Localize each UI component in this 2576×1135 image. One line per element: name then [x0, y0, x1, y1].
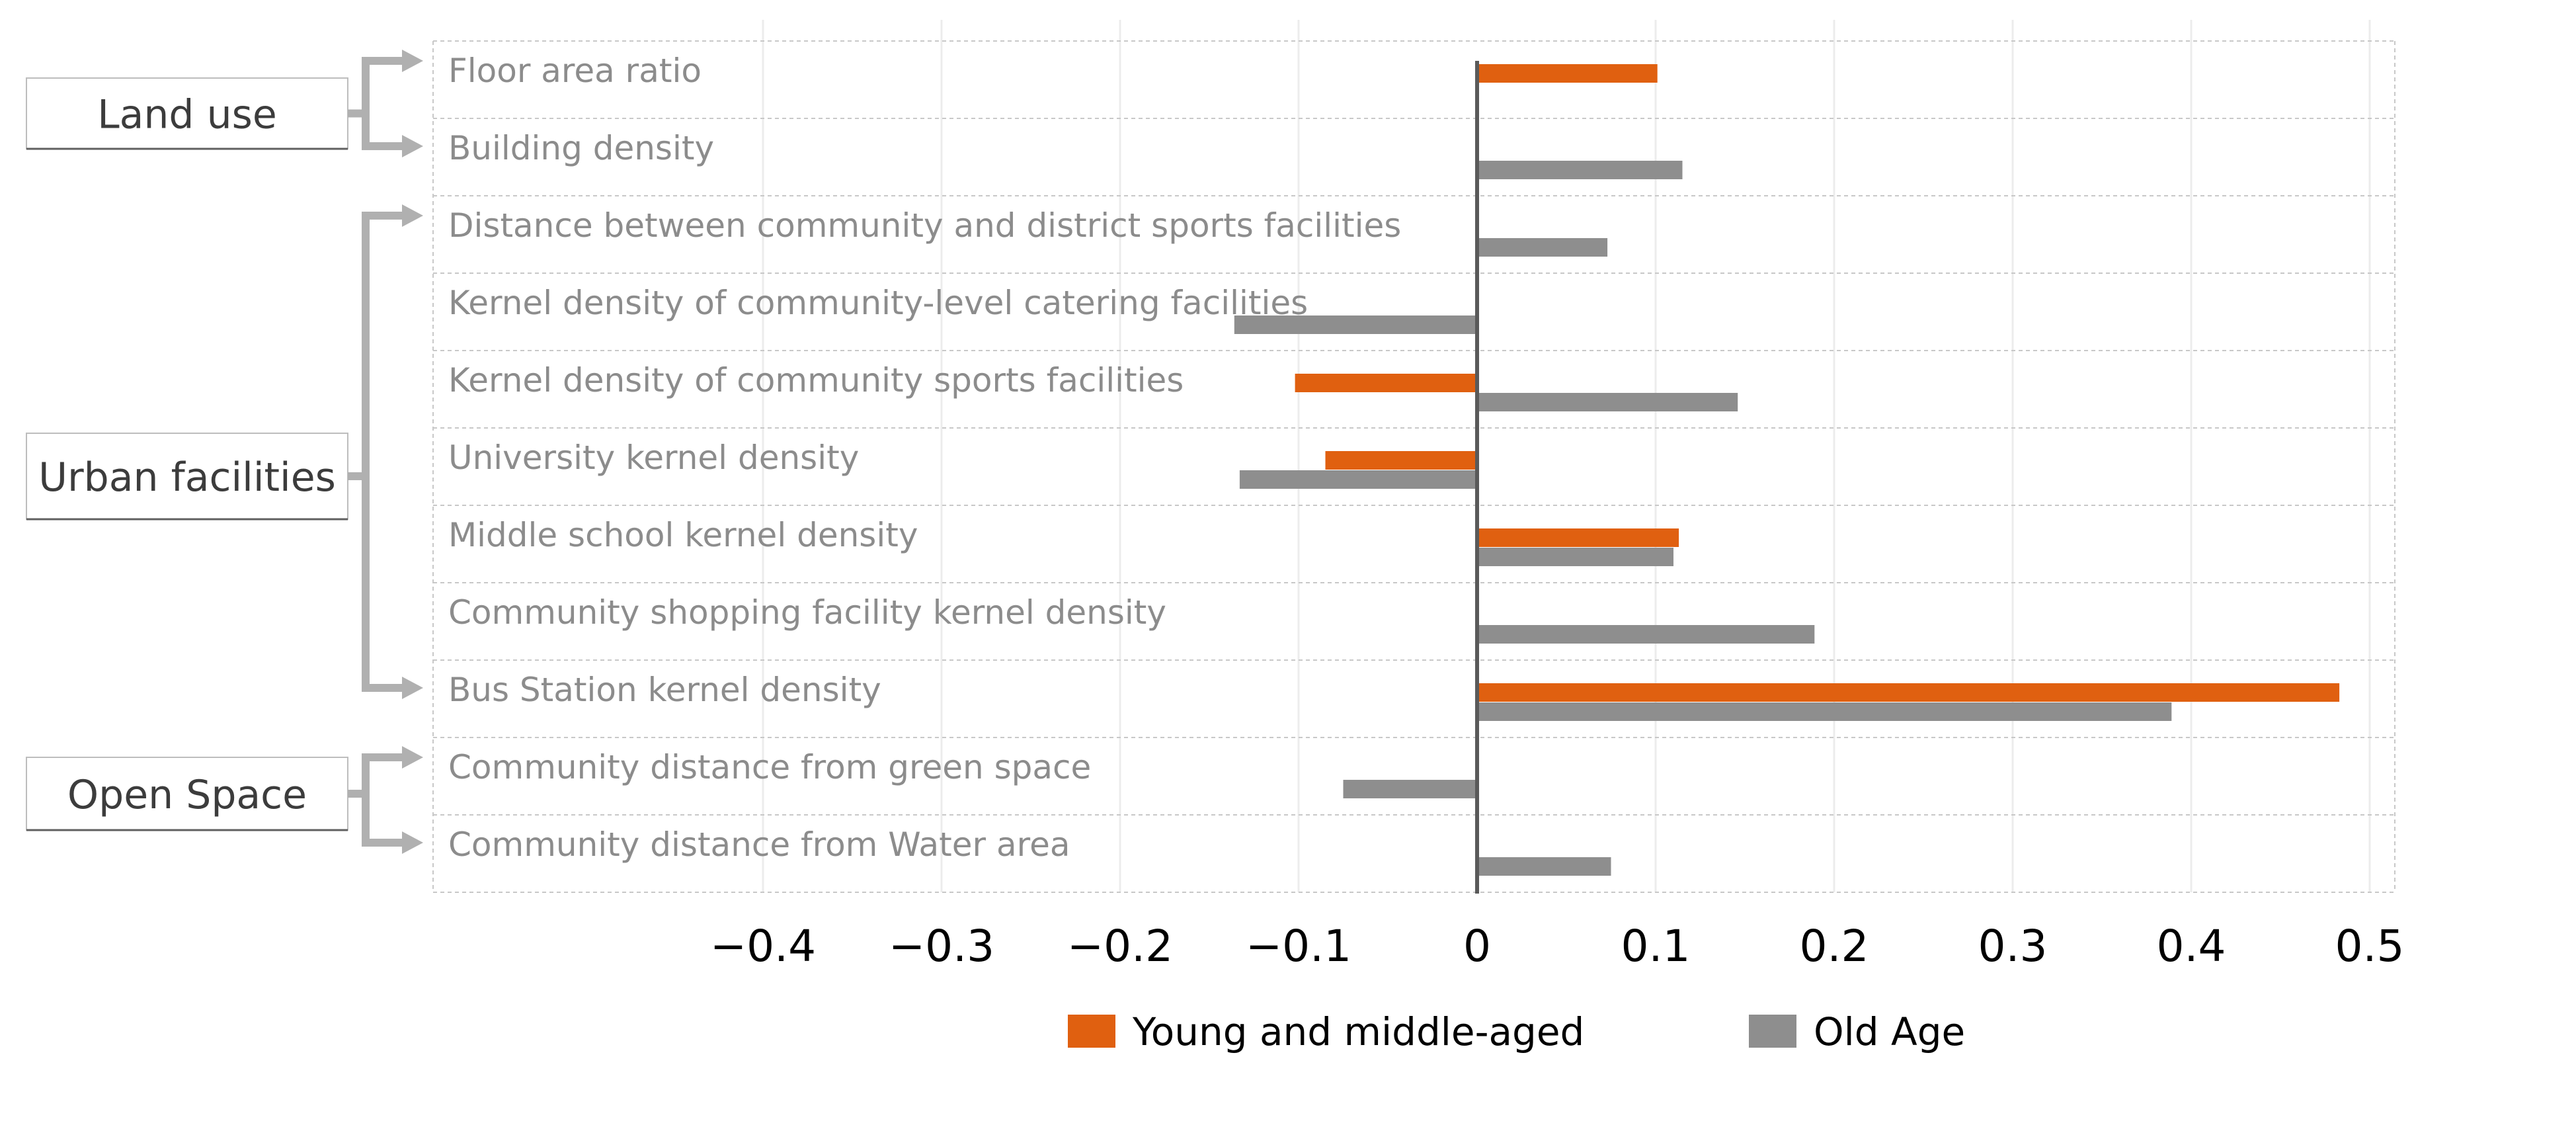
bar-young-and-middle-aged-university-kernel-density — [1325, 451, 1477, 470]
category-label-community-distance-from-green-space: Community distance from green space — [448, 748, 1091, 786]
bar-old-age-building-density — [1477, 161, 1683, 179]
x-tick-label-1: −0.3 — [889, 921, 994, 972]
category-label-middle-school-kernel-density: Middle school kernel density — [448, 516, 918, 554]
category-label-building-density: Building density — [448, 129, 714, 167]
bracket-arrow-icon-open-space-0 — [402, 746, 423, 769]
category-label-distance-between-community-and-district-sports-facilities: Distance between community and district … — [448, 206, 1401, 245]
category-label-community-shopping-facility-kernel-density: Community shopping facility kernel densi… — [448, 593, 1166, 632]
group-label-open-space: Open Space — [67, 772, 307, 818]
x-tick-label-4: 0 — [1463, 921, 1491, 972]
x-tick-label-5: 0.1 — [1621, 921, 1691, 972]
group-label-land-use: Land use — [97, 92, 277, 138]
bar-young-and-middle-aged-bus-station-kernel-density — [1477, 683, 2340, 702]
bracket-arrow-icon-urban-facilities-0 — [402, 204, 423, 227]
bars — [1234, 64, 2340, 876]
bar-old-age-community-distance-from-green-space — [1343, 780, 1477, 798]
bar-old-age-community-distance-from-water-area — [1477, 857, 1611, 876]
x-tick-label-0: −0.4 — [710, 921, 816, 972]
group-box-land-use — [26, 77, 348, 149]
bracket-arrow-icon-land-use-1 — [402, 135, 423, 157]
legend-label-young-and-middle-aged: Young and middle-aged — [1132, 1009, 1584, 1054]
category-label-university-kernel-density: University kernel density — [448, 439, 859, 477]
group-annotations: Land use Urban facilities Open Space — [26, 50, 423, 854]
bar-old-age-bus-station-kernel-density — [1477, 702, 2172, 721]
bar-young-and-middle-aged-kernel-density-of-community-sports-facilities — [1295, 374, 1477, 392]
bar-old-age-community-shopping-facility-kernel-density — [1477, 625, 1815, 644]
group-label-urban-facilities: Urban facilities — [38, 454, 336, 501]
bar-old-age-kernel-density-of-community-sports-facilities — [1477, 393, 1738, 411]
bar-old-age-university-kernel-density — [1239, 470, 1477, 489]
x-tick-label-6: 0.2 — [1800, 921, 1869, 972]
x-tick-label-7: 0.3 — [1978, 921, 2048, 972]
x-tick-label-8: 0.4 — [2157, 921, 2226, 972]
group-box-urban-facilities — [26, 433, 348, 520]
x-tick-label-9: 0.5 — [2335, 921, 2405, 972]
legend-swatch-old-age — [1749, 1015, 1796, 1048]
legend-label-old-age: Old Age — [1814, 1009, 1965, 1054]
legend: Young and middle-aged Old Age — [1068, 1009, 1965, 1054]
bracket-arrow-icon-urban-facilities-1 — [402, 677, 423, 699]
legend-swatch-young-and-middle-aged — [1068, 1015, 1115, 1048]
category-label-kernel-density-of-community-level-catering-facilities: Kernel density of community-level cateri… — [448, 284, 1308, 322]
category-label-community-distance-from-water-area: Community distance from Water area — [448, 825, 1070, 864]
category-bands — [432, 40, 2395, 893]
category-label-bus-station-kernel-density: Bus Station kernel density — [448, 671, 881, 709]
category-label-floor-area-ratio: Floor area ratio — [448, 52, 702, 90]
x-tick-label-2: −0.2 — [1067, 921, 1173, 972]
category-labels: Floor area ratio Building density Distance… — [448, 52, 1401, 864]
bracket-arrow-icon-open-space-1 — [402, 831, 423, 854]
bar-old-age-distance-between-community-and-district-sports-facilities — [1477, 238, 1608, 257]
bar-young-and-middle-aged-middle-school-kernel-density — [1477, 528, 1679, 547]
category-label-kernel-density-of-community-sports-facilities: Kernel density of community sports facil… — [448, 361, 1184, 399]
bar-young-and-middle-aged-floor-area-ratio — [1477, 64, 1658, 83]
x-axis-ticks: −0.4 −0.3 −0.2 −0.1 0 0.1 0.2 0.3 0.4 0.5 — [710, 921, 2405, 972]
x-tick-label-3: −0.1 — [1246, 921, 1351, 972]
bracket-arrow-icon-land-use-0 — [402, 50, 423, 72]
bar-old-age-middle-school-kernel-density — [1477, 548, 1673, 566]
bar-old-age-kernel-density-of-community-level-catering-facilities — [1234, 315, 1477, 334]
